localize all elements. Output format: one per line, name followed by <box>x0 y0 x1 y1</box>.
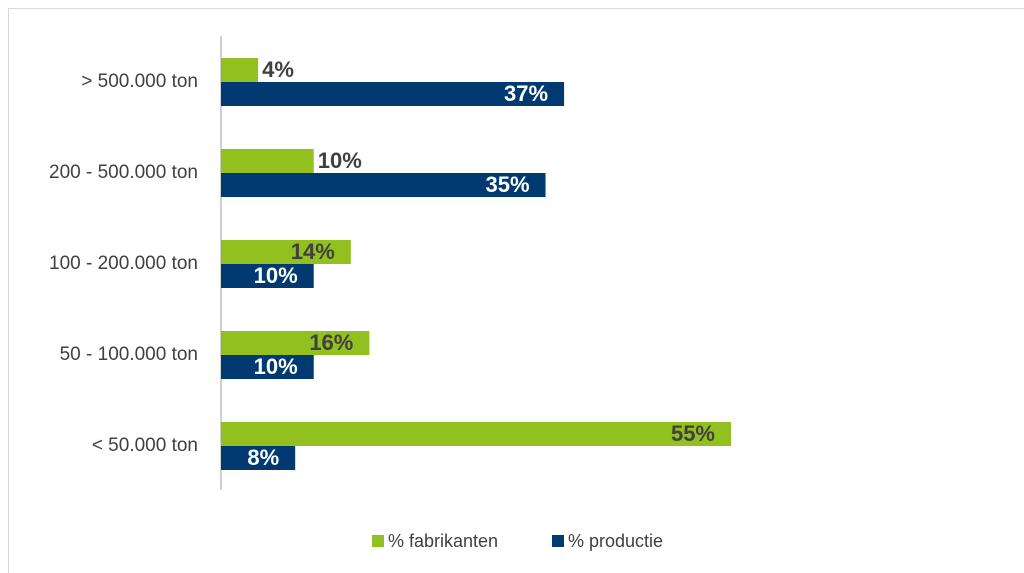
y-tick-label: 200 - 500.000 ton <box>49 162 198 183</box>
bar <box>221 58 259 82</box>
bar <box>221 422 731 446</box>
bar <box>221 355 314 379</box>
y-tick-label: 50 - 100.000 ton <box>60 344 198 365</box>
bar <box>221 446 296 470</box>
data-label: 10% <box>318 148 362 173</box>
legend-label: % productie <box>568 531 663 551</box>
bar <box>221 82 565 106</box>
chart-border <box>8 8 1024 573</box>
bar <box>221 173 546 197</box>
data-label: 4% <box>262 57 294 82</box>
legend-swatch <box>552 535 564 547</box>
data-label: 10% <box>254 263 298 288</box>
data-label: 55% <box>671 421 715 446</box>
legend-swatch <box>372 535 384 547</box>
data-label: 37% <box>504 81 548 106</box>
data-label: 8% <box>247 445 279 470</box>
data-label: 14% <box>291 239 335 264</box>
bar <box>221 149 314 173</box>
data-label: 16% <box>309 330 353 355</box>
y-tick-label: 100 - 200.000 ton <box>49 253 198 274</box>
bar <box>221 240 351 264</box>
data-label: 35% <box>485 172 529 197</box>
bar <box>221 331 370 355</box>
legend-label: % fabrikanten <box>388 531 498 551</box>
data-label: 10% <box>254 354 298 379</box>
bar <box>221 264 314 288</box>
y-tick-label: < 50.000 ton <box>92 435 198 456</box>
y-tick-label: > 500.000 ton <box>81 71 198 92</box>
